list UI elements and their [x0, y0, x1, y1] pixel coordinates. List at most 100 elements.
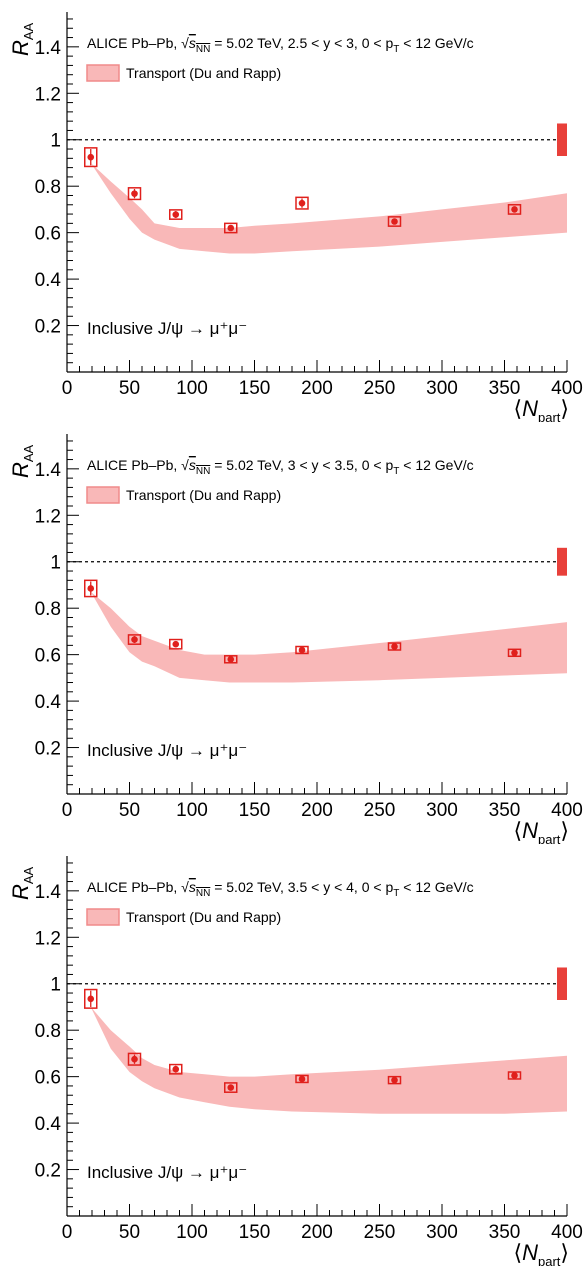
syst-box — [295, 1074, 309, 1084]
legend-label: Transport (Du and Rapp) — [126, 65, 281, 81]
process-label: Inclusive J/ψ → μ⁺μ⁻ — [87, 319, 247, 338]
x-tick-label: 100 — [176, 1222, 208, 1243]
panel-2: 0 50 100 150 200 250 300 350 400 0.2 0.4 0.6 0.8 1 1.2… — [0, 422, 585, 844]
x-tick-label: 150 — [239, 1222, 271, 1243]
data-point — [391, 218, 398, 225]
data-point — [511, 1072, 518, 1079]
data-point — [298, 1075, 306, 1083]
chart-3: 0 50 100 150 200 250 300 350 400 0.2 0.4 0.6 0.8 1 1.2… — [8, 856, 583, 1266]
x-tick-label: 50 — [119, 800, 140, 821]
x-tick-label: 50 — [119, 1222, 140, 1243]
y-axis-title: RAA — [8, 866, 36, 900]
syst-box — [224, 655, 238, 664]
y-tick-label: 1.4 — [35, 460, 62, 481]
transport-band — [90, 591, 568, 683]
syst-box — [84, 147, 98, 168]
y-tick-label: 1.2 — [35, 84, 61, 105]
syst-box — [224, 222, 238, 234]
x-tick-label: 50 — [119, 378, 140, 399]
y-axis-title: RAA — [8, 444, 36, 478]
y-tick-label: 0.2 — [35, 1161, 61, 1182]
syst-box — [84, 988, 98, 1009]
x-axis-title: ⟨Npart⟩ — [514, 396, 569, 422]
y-tick-label: 0.2 — [35, 739, 61, 760]
x-tick-label: 350 — [489, 1222, 521, 1243]
y-tick-label: 1 — [50, 975, 61, 996]
y-tick-label: 0.8 — [35, 599, 61, 620]
x-tick-label: 400 — [551, 378, 583, 399]
data-point — [131, 1055, 138, 1063]
x-tick-label: 0 — [62, 1222, 73, 1243]
legend-swatch — [86, 64, 120, 82]
data-point — [227, 1084, 235, 1091]
x-tick-label: 300 — [426, 800, 458, 821]
data-point — [511, 206, 518, 213]
legend-label: Transport (Du and Rapp) — [126, 909, 281, 925]
x-tick-label: 300 — [426, 1222, 458, 1243]
x-tick-label: 250 — [364, 800, 396, 821]
data-point — [391, 643, 398, 650]
legend-label: Transport (Du and Rapp) — [126, 487, 281, 503]
x-tick-label: 200 — [301, 800, 333, 821]
y-tick-label: 1 — [50, 553, 61, 574]
data-point — [131, 636, 138, 643]
syst-box — [127, 634, 142, 645]
x-tick-label: 400 — [551, 1222, 583, 1243]
x-tick-label: 150 — [239, 378, 271, 399]
data-point — [87, 153, 95, 161]
y-tick-label: 0.2 — [35, 317, 61, 338]
y-tick-label: 0.6 — [35, 646, 61, 667]
y-tick-label: 1.4 — [35, 882, 62, 903]
data-point — [131, 190, 138, 197]
data-point — [227, 224, 235, 232]
data-point — [298, 646, 306, 654]
info-label: ALICE Pb–Pb, √sNN = 5.02 TeV, 2.5 < y < … — [87, 35, 474, 55]
x-tick-label: 200 — [301, 1222, 333, 1243]
syst-box — [387, 216, 402, 227]
y-tick-label: 0.8 — [35, 1021, 61, 1042]
x-tick-label: 0 — [62, 378, 73, 399]
y-tick-label: 0.6 — [35, 1068, 61, 1089]
syst-box — [84, 579, 98, 598]
data-point — [172, 1065, 180, 1073]
data-point — [172, 640, 180, 648]
x-tick-label: 250 — [364, 1222, 396, 1243]
y-tick-label: 0.4 — [35, 270, 62, 291]
syst-box — [127, 1052, 142, 1066]
x-axis-title: ⟨Npart⟩ — [514, 1240, 569, 1266]
process-label: Inclusive J/ψ → μ⁺μ⁻ — [87, 741, 247, 760]
data-point — [511, 649, 518, 657]
data-point — [227, 655, 235, 663]
syst-box — [507, 204, 522, 215]
data-point — [87, 995, 95, 1003]
syst-box — [295, 645, 309, 655]
y-tick-label: 0.4 — [35, 692, 62, 713]
panel-3: 0 50 100 150 200 250 300 350 400 0.2 0.4 0.6 0.8 1 1.2… — [0, 844, 585, 1266]
x-tick-label: 200 — [301, 378, 333, 399]
x-tick-label: 100 — [176, 800, 208, 821]
data-point — [172, 211, 180, 218]
panel-1: 0 50 100 150 200 250 300 350 400 0.2 0.4 0.6 0.8 1 1.2… — [0, 0, 585, 422]
syst-box — [507, 648, 522, 658]
y-tick-label: 0.8 — [35, 177, 61, 198]
x-tick-label: 350 — [489, 378, 521, 399]
x-tick-label: 350 — [489, 800, 521, 821]
syst-box — [169, 638, 183, 650]
y-tick-label: 1.2 — [35, 928, 61, 949]
data-point — [391, 1076, 398, 1084]
y-tick-label: 1 — [50, 131, 61, 152]
x-axis-title: ⟨Npart⟩ — [514, 818, 569, 844]
global-uncertainty-box — [557, 967, 567, 1000]
transport-band — [90, 163, 568, 254]
legend-swatch — [86, 486, 120, 504]
syst-box — [169, 1063, 183, 1075]
y-tick-label: 1.2 — [35, 506, 61, 527]
y-axis-title: RAA — [8, 22, 36, 56]
x-tick-label: 250 — [364, 378, 396, 399]
y-tick-label: 0.4 — [35, 1114, 62, 1135]
x-tick-label: 400 — [551, 800, 583, 821]
y-tick-label: 0.6 — [35, 224, 61, 245]
syst-box — [295, 196, 309, 210]
data-point — [87, 585, 95, 592]
